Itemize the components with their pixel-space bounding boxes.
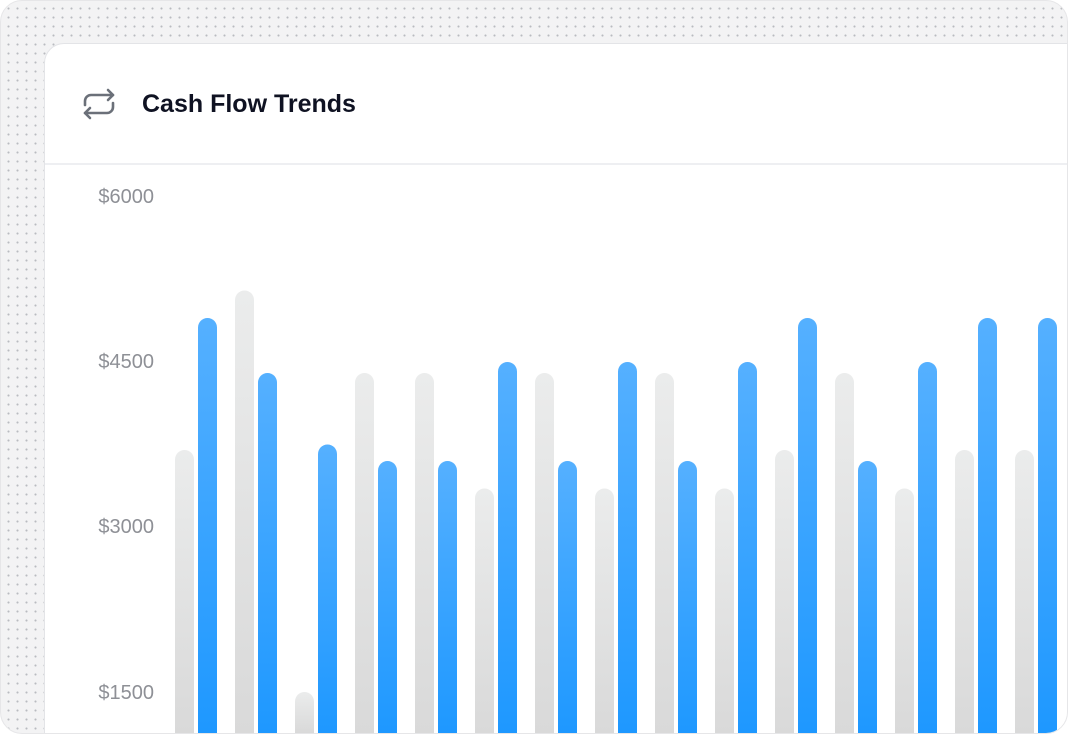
bar-series-2 [258, 373, 277, 733]
bar-series-1 [775, 450, 794, 733]
bar-series-2 [378, 461, 397, 733]
bar-series-2 [738, 362, 757, 733]
bar-series-2 [498, 362, 517, 733]
bar-series-2 [918, 362, 937, 733]
bar-series-1 [415, 373, 434, 733]
bar-series-2 [978, 318, 997, 733]
bar-series-1 [835, 373, 854, 733]
y-tick-label: $6000 [98, 186, 154, 208]
bar-series-2 [678, 461, 697, 733]
bar-chart [175, 290, 1057, 733]
card-header: Cash Flow Trends [45, 44, 1067, 165]
bar-series-1 [655, 373, 674, 733]
bar-series-1 [355, 373, 374, 733]
bar-series-2 [318, 444, 337, 733]
bar-series-1 [475, 488, 494, 733]
bar-series-1 [535, 373, 554, 733]
card-title: Cash Flow Trends [142, 90, 356, 118]
bar-series-2 [858, 461, 877, 733]
y-tick-label: $4500 [98, 351, 154, 373]
repeat-arrows-icon [83, 88, 115, 120]
bar-series-1 [175, 450, 194, 733]
y-tick-label: $3000 [98, 516, 154, 538]
bar-series-1 [1015, 450, 1034, 733]
bar-series-1 [895, 488, 914, 733]
bar-series-2 [798, 318, 817, 733]
bar-series-1 [715, 488, 734, 733]
bar-series-1 [295, 692, 314, 733]
y-tick-label: $1500 [98, 682, 154, 704]
bar-series-2 [198, 318, 217, 733]
bar-series-2 [438, 461, 457, 733]
bar-series-1 [235, 290, 254, 733]
bar-series-2 [1038, 318, 1057, 733]
bar-series-1 [955, 450, 974, 733]
bar-series-1 [595, 488, 614, 733]
bar-series-2 [558, 461, 577, 733]
bar-series-2 [618, 362, 637, 733]
cash-flow-card: Cash Flow Trends $6000 $4500 $3000 $1500 [44, 43, 1067, 733]
